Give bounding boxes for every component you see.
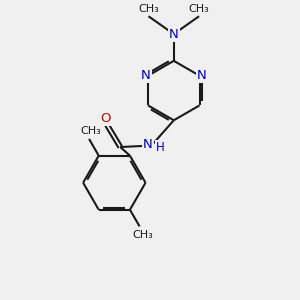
Text: CH₃: CH₃ xyxy=(189,4,209,14)
Text: O: O xyxy=(100,112,111,125)
Text: N: N xyxy=(143,138,153,151)
Text: CH₃: CH₃ xyxy=(132,230,153,240)
Text: H: H xyxy=(156,140,165,154)
Text: CH₃: CH₃ xyxy=(138,4,159,14)
Text: N: N xyxy=(197,69,207,82)
Text: N: N xyxy=(141,69,151,82)
Text: N: N xyxy=(169,28,179,40)
Text: CH₃: CH₃ xyxy=(80,126,101,136)
